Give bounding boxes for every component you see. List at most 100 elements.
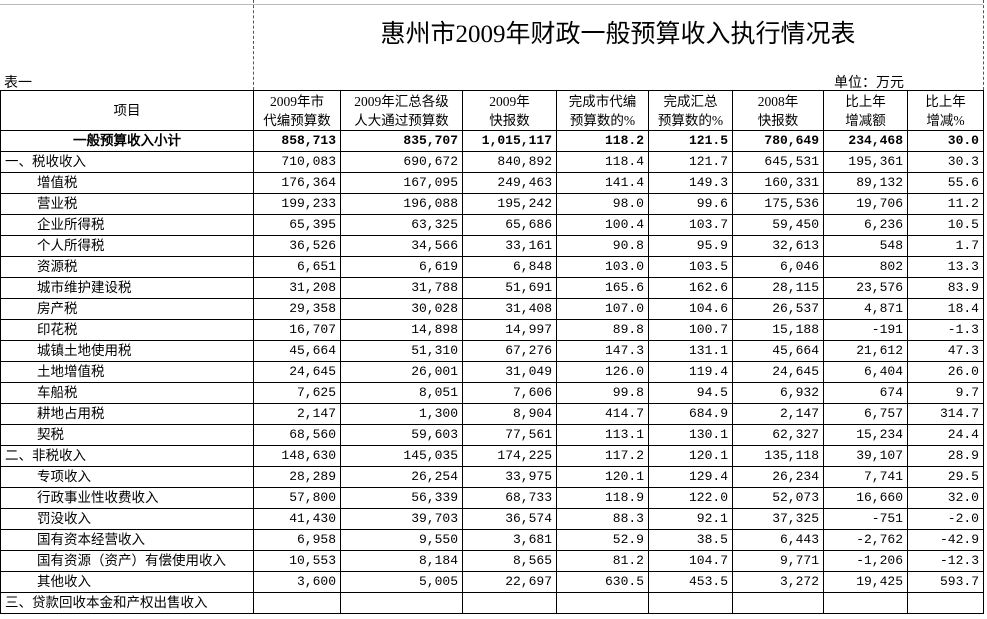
value-cell: 2,147 — [732, 403, 824, 425]
value-cell: 1,300 — [340, 403, 463, 425]
value-cell: 120.1 — [556, 466, 649, 488]
value-cell: 19,706 — [823, 193, 908, 215]
value-cell: 684.9 — [648, 403, 733, 425]
data-row: 车船税 7,625 8,051 7,606 99.8 94.5 6,932 674 9.7 — [0, 382, 984, 404]
value-cell: 89,132 — [823, 172, 908, 194]
data-row: 企业所得税 65,395 63,325 65,686 100.4 103.7 59,450 6… — [0, 214, 984, 236]
value-cell: 7,741 — [823, 466, 908, 488]
value-cell: 29.5 — [907, 466, 984, 488]
data-row: 行政事业性收费收入 57,800 56,339 68,733 118.9 122.0 52,… — [0, 487, 984, 509]
data-row: 个人所得税 36,526 34,566 33,161 90.8 95.9 32,613 548… — [0, 235, 984, 257]
value-cell: 6,443 — [732, 529, 824, 551]
row-label: 国有资源（资产）有偿使用收入 — [0, 550, 254, 572]
value-cell: 858,713 — [253, 130, 341, 152]
value-cell: 130.1 — [648, 424, 733, 446]
data-row: 三、贷款回收本金和产权出售收入 — [0, 592, 984, 614]
data-row: 一、税收收入 710,083 690,672 840,892 118.4 121.7 645… — [0, 151, 984, 173]
value-cell: 129.4 — [648, 466, 733, 488]
value-cell: 24,645 — [732, 361, 824, 383]
value-cell: 68,733 — [462, 487, 557, 509]
value-cell: 234,468 — [823, 130, 908, 152]
data-row: 契税 68,560 59,603 77,561 113.1 130.1 62,327 15,2… — [0, 424, 984, 446]
value-cell: 414.7 — [556, 403, 649, 425]
value-cell — [340, 592, 463, 614]
row-label: 营业税 — [0, 193, 254, 215]
value-cell: 9,771 — [732, 550, 824, 572]
value-cell: 100.4 — [556, 214, 649, 236]
data-row: 罚没收入 41,430 39,703 36,574 88.3 92.1 37,325 -751… — [0, 508, 984, 530]
value-cell: 92.1 — [648, 508, 733, 530]
value-cell: 100.7 — [648, 319, 733, 341]
data-row: 印花税 16,707 14,898 14,997 89.8 100.7 15,188 -191… — [0, 319, 984, 341]
value-cell: 16,660 — [823, 487, 908, 509]
value-cell: 6,958 — [253, 529, 341, 551]
row-label: 专项收入 — [0, 466, 254, 488]
data-row: 一般预算收入小计 858,713 835,707 1,015,117 118.2 121.… — [0, 130, 984, 152]
value-cell: 45,664 — [732, 340, 824, 362]
value-cell: 148,630 — [253, 445, 341, 467]
header-text: 完成汇总 — [663, 93, 718, 109]
value-cell: 165.6 — [556, 277, 649, 299]
value-cell: 51,691 — [462, 277, 557, 299]
value-cell: 59,603 — [340, 424, 463, 446]
header-text: 快报数 — [757, 112, 799, 128]
data-row: 国有资源（资产）有偿使用收入 10,553 8,184 8,565 81.2 104.7 9… — [0, 550, 984, 572]
header-text: 增减% — [926, 112, 965, 128]
value-cell: 99.8 — [556, 382, 649, 404]
row-label: 国有资本经营收入 — [0, 529, 254, 551]
value-cell: 593.7 — [907, 571, 984, 593]
row-label: 车船税 — [0, 382, 254, 404]
value-cell: -191 — [823, 319, 908, 341]
value-cell: 175,536 — [732, 193, 824, 215]
value-cell: 8,904 — [462, 403, 557, 425]
value-cell: 118.9 — [556, 487, 649, 509]
header-text: 2009年汇总各级 — [354, 93, 449, 109]
row-label: 土地增值税 — [0, 361, 254, 383]
value-cell: 802 — [823, 256, 908, 278]
cut-row — [0, 0, 983, 5]
title: 惠州市2009年财政一般预算收入执行情况表 — [380, 21, 856, 48]
data-table: 项目 2009年市 代编预算数 2009年汇总各级 人大通过预算数 2009年 快报数 完成市… — [0, 90, 984, 614]
value-cell: 7,625 — [253, 382, 341, 404]
value-cell: 45,664 — [253, 340, 341, 362]
value-cell: 674 — [823, 382, 908, 404]
data-row: 营业税 199,233 196,088 195,242 98.0 99.6 175,536 1… — [0, 193, 984, 215]
value-cell: 9,550 — [340, 529, 463, 551]
value-cell: 77,561 — [462, 424, 557, 446]
page-break — [253, 0, 254, 90]
value-cell: 19,425 — [823, 571, 908, 593]
value-cell: 174,225 — [462, 445, 557, 467]
value-cell: 121.7 — [648, 151, 733, 173]
page-break — [983, 0, 984, 90]
value-cell: 30.0 — [907, 130, 984, 152]
data-row: 城市维护建设税 31,208 31,788 51,691 165.6 162.6 28,11… — [0, 277, 984, 299]
value-cell: 126.0 — [556, 361, 649, 383]
value-cell: 34,566 — [340, 235, 463, 257]
value-cell: 6,404 — [823, 361, 908, 383]
data-row: 二、非税收入 148,630 145,035 174,225 117.2 120.1 135… — [0, 445, 984, 467]
value-cell: 57,800 — [253, 487, 341, 509]
value-cell: 8,565 — [462, 550, 557, 572]
header-cell: 2009年汇总各级 人大通过预算数 — [340, 90, 463, 131]
value-cell: 81.2 — [556, 550, 649, 572]
value-cell: -2,762 — [823, 529, 908, 551]
value-cell: 65,395 — [253, 214, 341, 236]
table-label: 表一 — [4, 76, 32, 91]
value-cell: 26.0 — [907, 361, 984, 383]
data-row: 房产税 29,358 30,028 31,408 107.0 104.6 26,537 4,8… — [0, 298, 984, 320]
value-cell: 33,161 — [462, 235, 557, 257]
value-cell: 41,430 — [253, 508, 341, 530]
value-cell: 23,576 — [823, 277, 908, 299]
value-cell: 83.9 — [907, 277, 984, 299]
header-text: 2008年 — [757, 93, 799, 109]
data-row: 专项收入 28,289 26,254 33,975 120.1 129.4 26,234 7,… — [0, 466, 984, 488]
value-cell: 199,233 — [253, 193, 341, 215]
value-cell: 52.9 — [556, 529, 649, 551]
value-cell: 11.2 — [907, 193, 984, 215]
value-cell: 2,147 — [253, 403, 341, 425]
header-row: 项目 2009年市 代编预算数 2009年汇总各级 人大通过预算数 2009年 快报数 完成市… — [0, 90, 984, 131]
value-cell: 32,613 — [732, 235, 824, 257]
value-cell: -12.3 — [907, 550, 984, 572]
value-cell: 36,574 — [462, 508, 557, 530]
value-cell: 840,892 — [462, 151, 557, 173]
